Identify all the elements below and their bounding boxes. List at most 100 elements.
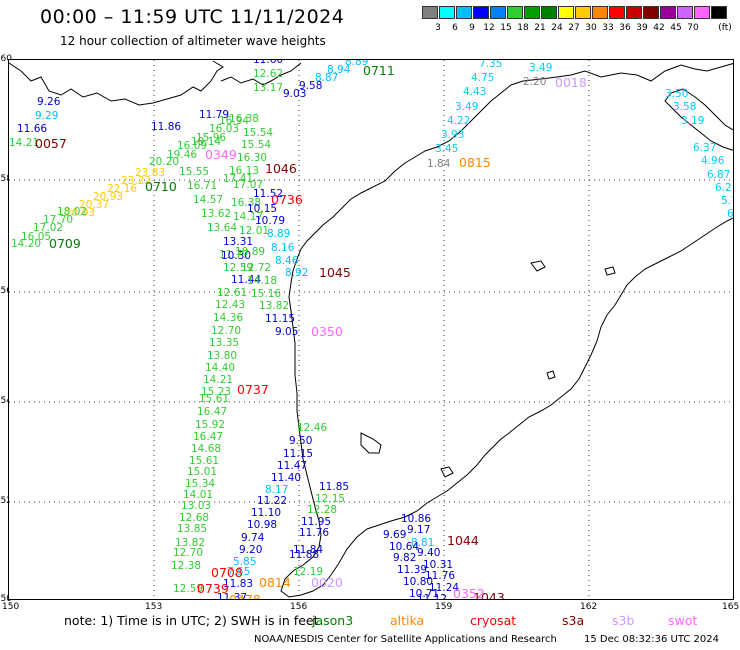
wave-height-value: 17.07 — [233, 179, 263, 191]
generated-timestamp: 15 Dec 08:32:36 UTC 2024 — [584, 634, 719, 645]
wave-height-value: 16.05 — [21, 231, 51, 243]
color-scale-swatch — [473, 6, 489, 19]
color-scale-swatch — [456, 6, 472, 19]
color-scale-label: 33 — [602, 23, 614, 33]
pass-time-label: 0708 — [211, 565, 243, 580]
wave-height-value: 8.17 — [265, 484, 288, 496]
wave-height-value: 3.50 — [665, 88, 688, 100]
wave-height-value: 14.68 — [191, 443, 221, 455]
wave-height-value: 12.43 — [215, 299, 245, 311]
wave-height-value: 10.80 — [403, 576, 433, 588]
color-scale-label: 9 — [469, 23, 475, 33]
wave-height-value: 19.14 — [191, 136, 221, 148]
color-scale-swatch — [694, 6, 710, 19]
wave-height-value: 9.40 — [417, 547, 440, 559]
pass-time-label: 0815 — [459, 155, 491, 170]
color-scale-label: 27 — [568, 23, 580, 33]
lat-label: 54 — [0, 396, 12, 406]
lat-label: 50 — [0, 594, 12, 604]
wave-height-value: 15.92 — [195, 419, 225, 431]
wave-height-value: 10.15 — [247, 203, 277, 215]
wave-height-value: 13.85 — [177, 523, 207, 535]
wave-height-value: 4.22 — [447, 115, 470, 127]
wave-height-value: 12.68 — [179, 512, 209, 524]
wave-height-value: 12.59 — [173, 583, 203, 595]
pass-time-label: 0020 — [311, 575, 343, 590]
pass-time-label: 0737 — [237, 382, 269, 397]
satellite-legend-item: s3a — [562, 613, 585, 628]
wave-height-value: 3.45 — [435, 143, 458, 155]
lon-label: 159 — [435, 602, 453, 612]
wave-height-value: 19.46 — [167, 149, 197, 161]
wave-height-value: 6.87 — [707, 169, 730, 181]
pass-time-label: 1043 — [473, 590, 505, 600]
wave-height-value: 10.30 — [221, 250, 251, 262]
wave-height-value: 11.79 — [199, 109, 229, 121]
wave-height-value: 13.82 — [259, 300, 289, 312]
wave-height-value: 15.16 — [251, 288, 281, 300]
wave-height-value: 10.98 — [247, 519, 277, 531]
color-scale-swatch — [558, 6, 574, 19]
color-scale-swatch — [507, 6, 523, 19]
wave-height-value: 11.66 — [17, 123, 47, 135]
color-scale-swatch — [711, 6, 727, 19]
wave-height-value: 14.01 — [183, 489, 213, 501]
wave-height-value: 14.20 — [11, 238, 41, 250]
pass-time-label: 0711 — [363, 63, 395, 78]
wave-height-value: 9.17 — [407, 524, 430, 536]
pass-time-label: 0478 — [229, 592, 261, 600]
map-panel: 11.60 12.62 13.17 8.89 8.94 8.87 9.58 9.03 7.35 4… — [8, 59, 734, 600]
color-scale-label: 45 — [670, 23, 682, 33]
wave-height-value: 12.19 — [293, 566, 323, 578]
pass-time-label: 0352 — [453, 586, 485, 600]
wave-height-value: 13.80 — [207, 350, 237, 362]
wave-height-value: 8.81 — [411, 537, 434, 549]
wave-height-value: 12.38 — [171, 560, 201, 572]
color-scale-swatch — [541, 6, 557, 19]
lon-label: 150 — [2, 602, 20, 612]
pass-time-label: 0057 — [35, 136, 67, 151]
wave-height-value: 9.69 — [383, 529, 406, 541]
color-scale-label: 30 — [585, 23, 597, 33]
wave-height-value: 11.76 — [299, 527, 329, 539]
wave-height-value: 11.86 — [151, 121, 181, 133]
pass-time-label: 1046 — [265, 161, 297, 176]
map-subtitle: 12 hour collection of altimeter wave hei… — [60, 34, 326, 48]
color-scale-label: 36 — [619, 23, 631, 33]
color-scale-label: 42 — [653, 23, 665, 33]
pass-time-label: 1044 — [447, 533, 479, 548]
credit-line: NOAA/NESDIS Center for Satellite Applica… — [254, 634, 557, 645]
satellite-legend-item: swot — [668, 613, 698, 628]
color-scale-label: 3 — [435, 23, 441, 33]
lon-label: 162 — [580, 602, 598, 612]
wave-height-value: 8.87 — [315, 72, 338, 84]
wave-height-value: 11.12 — [417, 593, 447, 600]
wave-height-value: 11.10 — [251, 507, 281, 519]
wave-height-value: 4.96 — [701, 155, 725, 167]
color-scale-swatch — [524, 6, 540, 19]
wave-height-value: 11.47 — [277, 460, 307, 472]
lon-label: 153 — [145, 602, 163, 612]
wave-height-value: 16.13 — [229, 165, 259, 177]
lat-label: 58 — [0, 174, 12, 184]
wave-height-value: 12.61 — [217, 287, 247, 299]
wave-height-value: 11.95 — [301, 516, 331, 528]
wave-height-value: 13.82 — [175, 537, 205, 549]
wave-height-value: 16.94 — [219, 115, 249, 127]
wave-height-value: 20.20 — [149, 156, 179, 168]
wave-height-value: 16.38 — [229, 113, 259, 125]
wave-height-value: 3.49 — [455, 101, 478, 113]
wave-height-value: 10.86 — [401, 513, 431, 525]
wave-height-value: 16.47 — [193, 431, 223, 443]
color-scale-label: 24 — [551, 23, 563, 33]
wave-height-value: 11.76 — [425, 570, 455, 582]
pass-time-label: 0814 — [259, 575, 291, 590]
wave-height-value: 10.64 — [389, 541, 419, 553]
wave-height-value: 14.21 — [9, 137, 39, 149]
wave-height-value: 16.30 — [237, 152, 267, 164]
wave-height-value: 15.34 — [185, 478, 215, 490]
wave-height-value: 3.19 — [681, 115, 704, 127]
wave-height-value: 14.21 — [203, 374, 233, 386]
wave-height-value: 15.54 — [243, 127, 273, 139]
wave-height-value: 3.58 — [673, 101, 696, 113]
